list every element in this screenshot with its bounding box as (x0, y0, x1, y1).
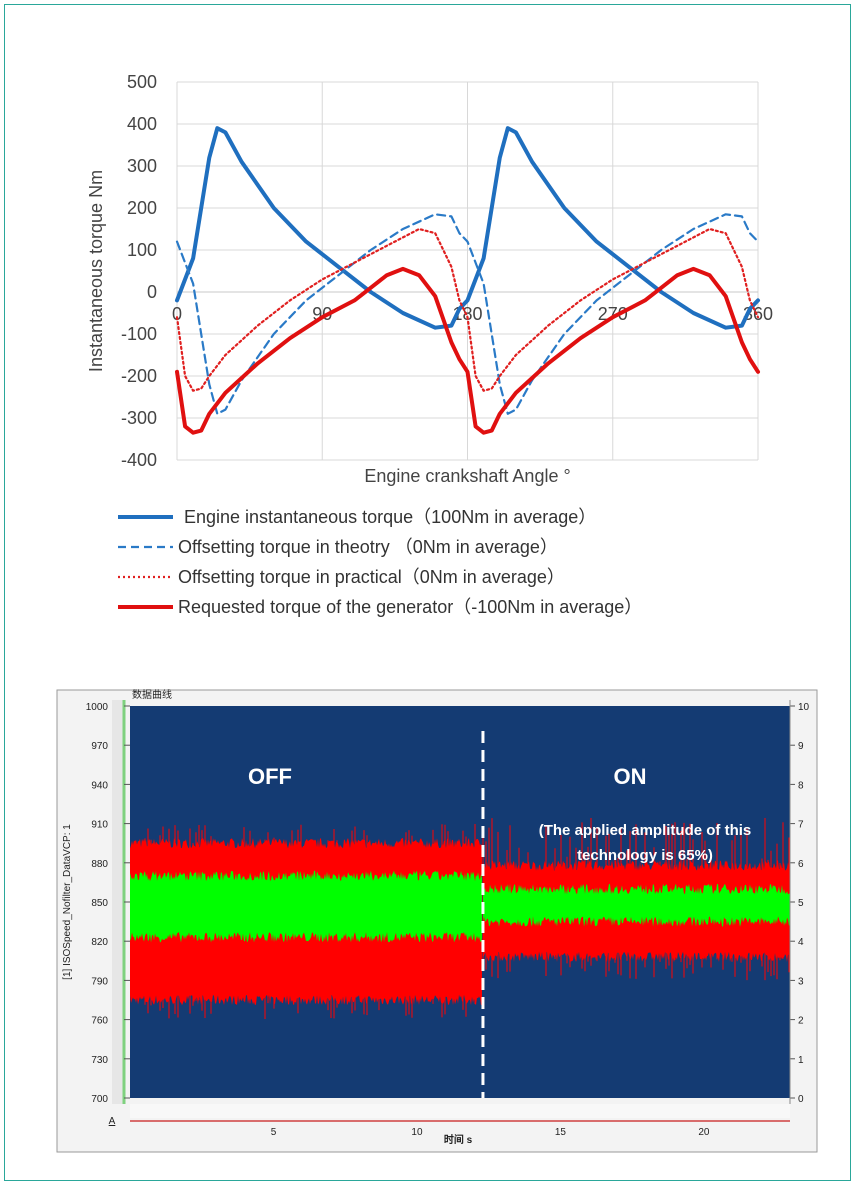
x-tick-label: 0 (172, 304, 182, 324)
y-tick-labels: 500 400 300 200 100 0 -100 -200 -300 -400 (121, 72, 157, 470)
y-tick-label: -100 (121, 324, 157, 344)
y-tick-label: 500 (127, 72, 157, 92)
y-tick-label: 100 (127, 240, 157, 260)
series-line-2 (175, 213, 760, 415)
y-tick-label: 300 (127, 156, 157, 176)
legend: Engine instantaneous torque（100Nm in ave… (118, 507, 642, 617)
series-lines (175, 126, 760, 435)
grid (176, 81, 759, 461)
y-tick-label: 0 (147, 282, 157, 302)
x-axis-label: Engine crankshaft Angle ° (364, 466, 570, 486)
y-tick-label: -200 (121, 366, 157, 386)
legend-label-4: Requested torque of the generator（-100Nm… (178, 597, 642, 617)
y-axis-label: Instantaneous torque Nm (86, 170, 106, 372)
legend-label-1: Engine instantaneous torque（100Nm in ave… (184, 507, 596, 527)
legend-label-3: Offsetting torque in practical（0Nm in av… (178, 567, 565, 587)
series-line-4 (175, 266, 760, 435)
y-tick-label: -400 (121, 450, 157, 470)
y-tick-label: 400 (127, 114, 157, 134)
y-tick-label: 200 (127, 198, 157, 218)
legend-label-2: Offsetting torque in theotry （0Nm in ave… (178, 537, 558, 557)
series-line-1 (175, 126, 760, 330)
x-tick-label: 270 (598, 304, 628, 324)
figure-frame (4, 4, 851, 1181)
series-line-3 (175, 227, 760, 392)
y-tick-label: -300 (121, 408, 157, 428)
